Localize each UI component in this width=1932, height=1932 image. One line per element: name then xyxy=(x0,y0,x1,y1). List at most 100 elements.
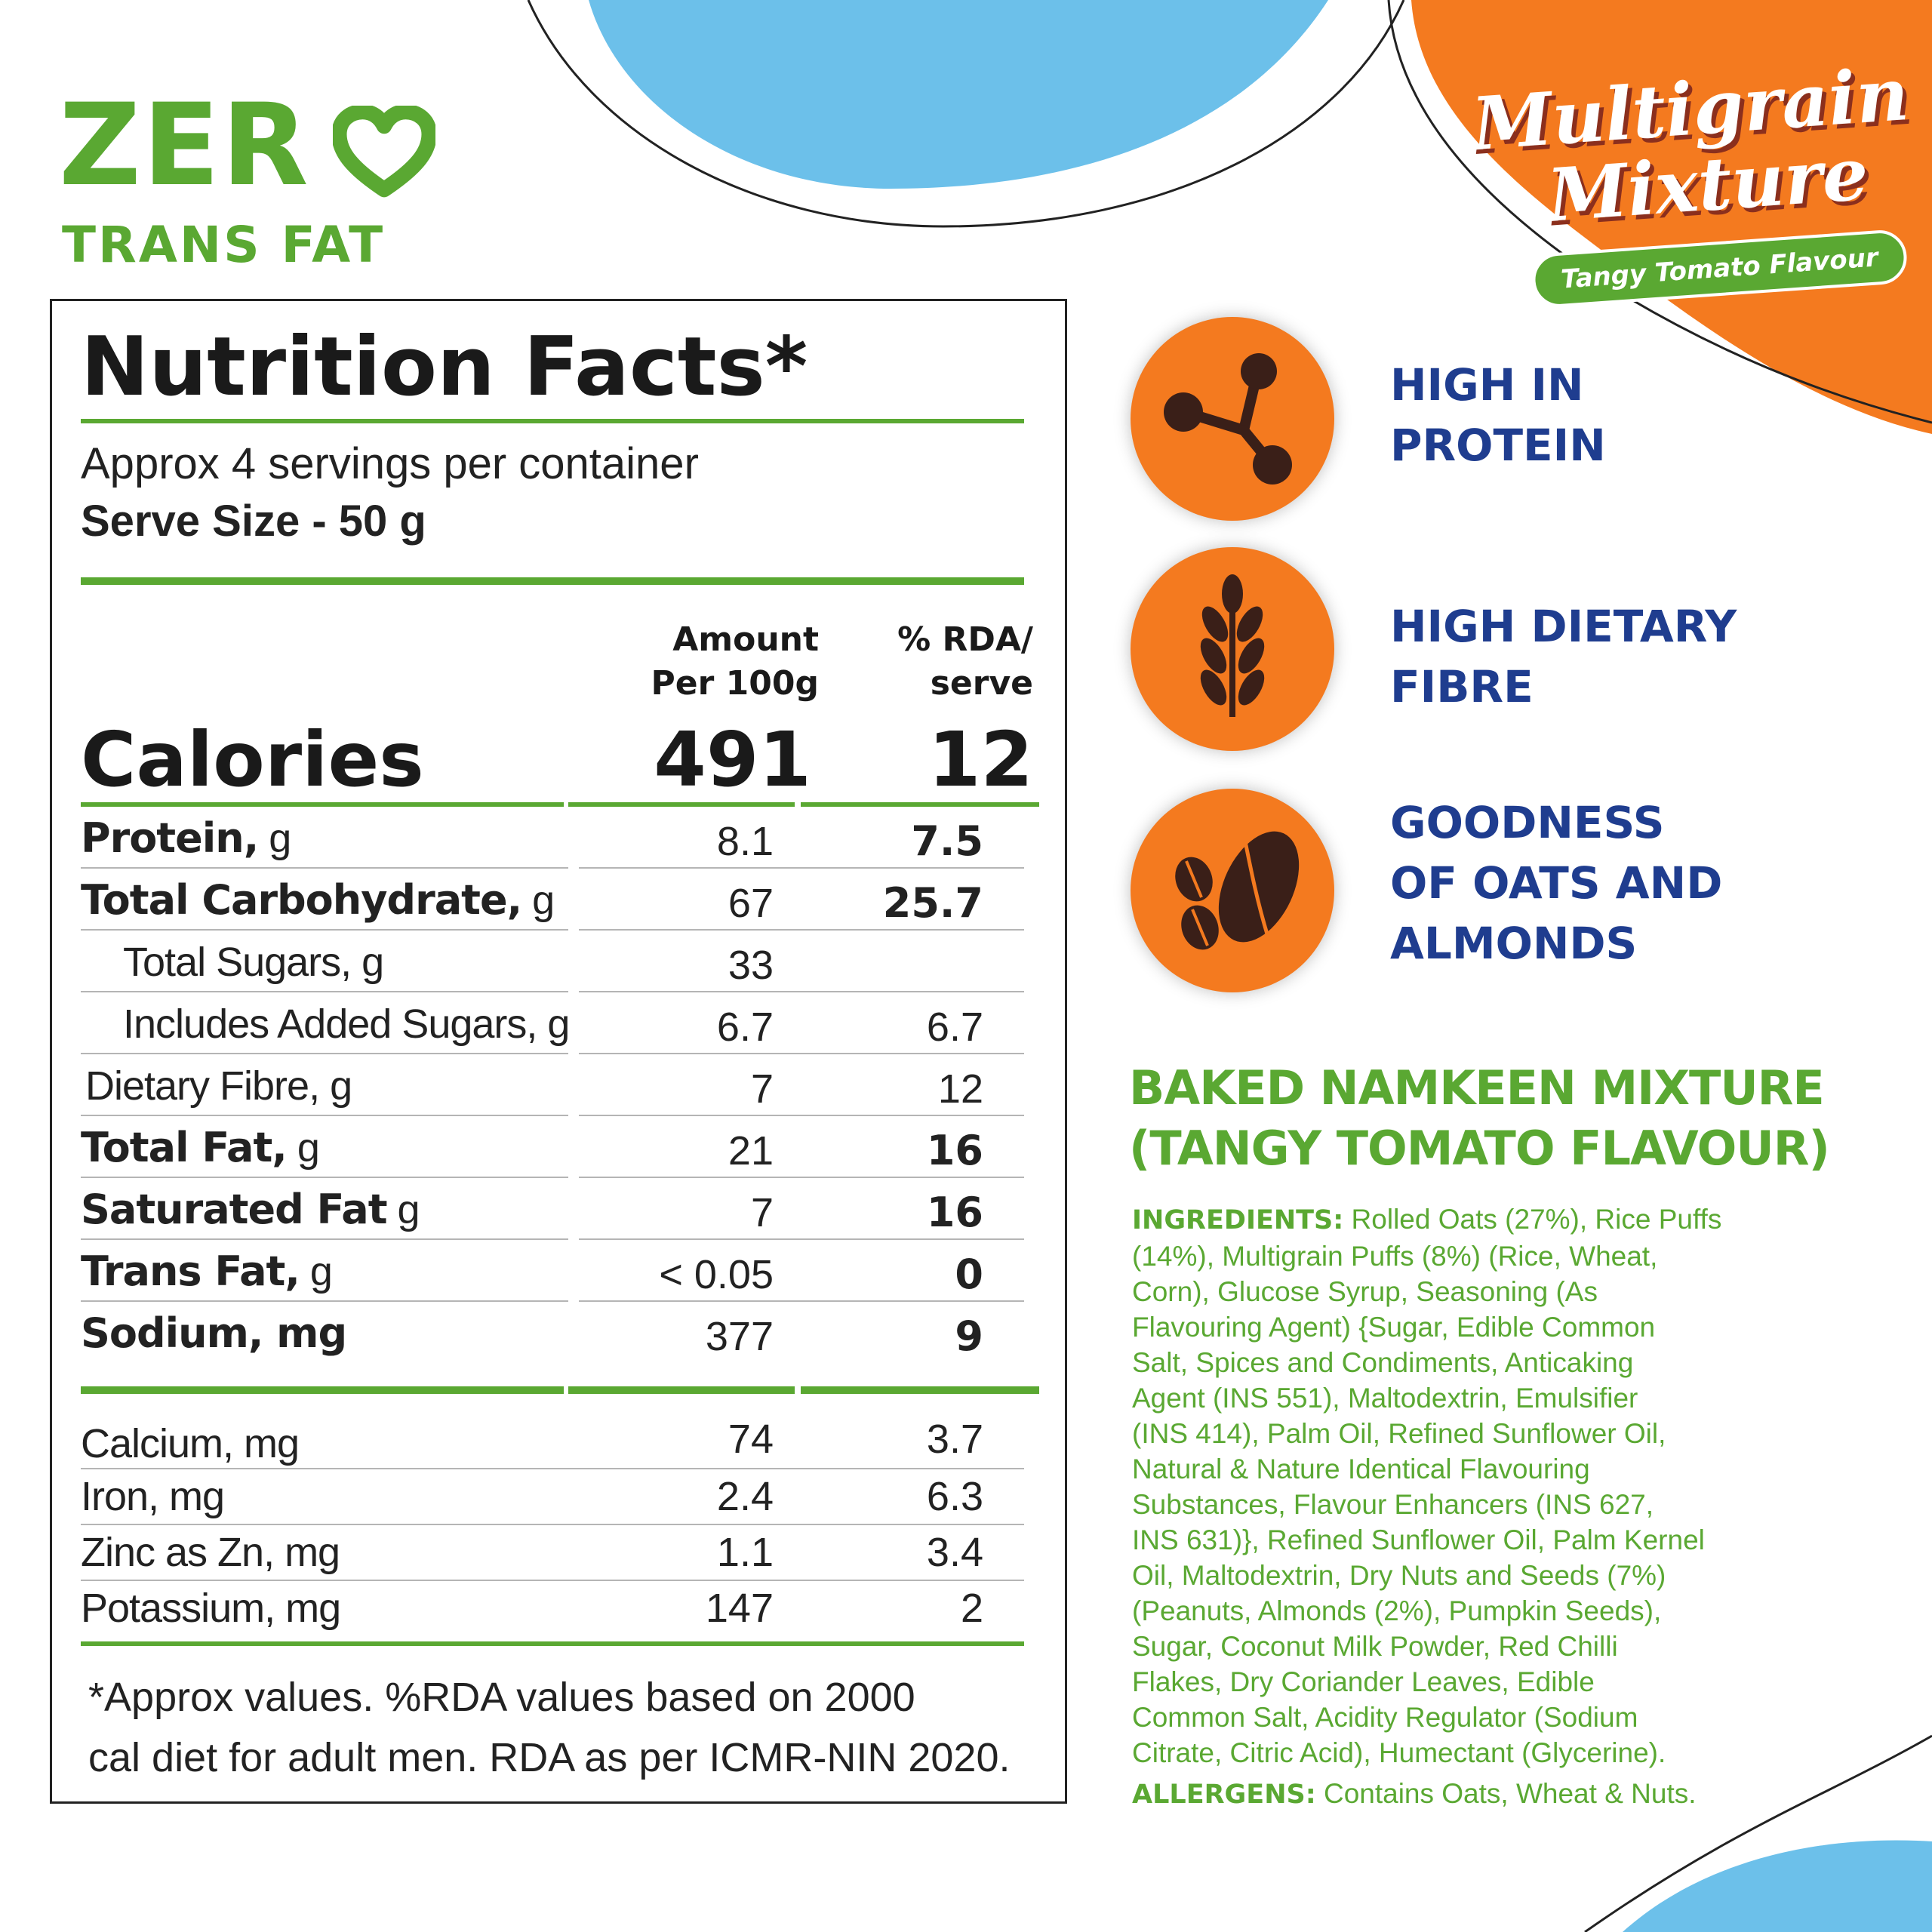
table-row-zinc: Zinc as Zn, mg 1.1 3.4 xyxy=(81,1525,1024,1581)
nutrient-rda: 6.7 xyxy=(926,1004,983,1050)
ingredients-line: (INS 414), Palm Oil, Refined Sunflower O… xyxy=(1132,1418,1666,1449)
ingredients-line: Natural & Nature Identical Flavouring xyxy=(1132,1454,1590,1484)
nutrient-amount: 6.7 xyxy=(716,1004,774,1050)
nutrient-rda: 25.7 xyxy=(882,879,983,927)
mineral-label: Zinc as Zn, mg xyxy=(81,1530,340,1575)
heart-icon xyxy=(333,106,435,198)
mineral-rda: 2 xyxy=(960,1586,983,1631)
table-row-trans-fat: Trans Fat, g < 0.05 0 xyxy=(81,1240,1024,1302)
thin-curve-top xyxy=(527,0,1405,228)
divider xyxy=(801,1386,1039,1394)
nutrient-label: Total Carbohydrate, g xyxy=(81,876,555,924)
table-row-total-fat: Total Fat, g 21 16 xyxy=(81,1116,1024,1178)
mineral-label: Calcium, mg xyxy=(81,1421,300,1466)
divider xyxy=(568,802,795,807)
nutrient-label: Includes Added Sugars, g xyxy=(123,1001,570,1047)
zero-trans-fat-badge: ZER TRANS FAT xyxy=(59,80,435,285)
benefit-line: GOODNESS xyxy=(1390,797,1665,848)
calories-rda: 12 xyxy=(928,715,1033,804)
mineral-rda: 6.3 xyxy=(926,1474,983,1519)
ingredients-line: Agent (INS 551), Maltodextrin, Emulsifie… xyxy=(1132,1383,1638,1414)
nutrient-rda: 7.5 xyxy=(911,817,983,865)
nutrient-label: Protein, g xyxy=(81,814,291,862)
nutrition-facts-panel: Nutrition Facts* Approx 4 servings per c… xyxy=(50,299,1067,1804)
ingredients-line: Sugar, Coconut Milk Powder, Red Chilli xyxy=(1132,1631,1618,1662)
ingredients-line: Salt, Spices and Condiments, Anticaking xyxy=(1132,1347,1634,1378)
divider xyxy=(801,802,1039,807)
mineral-rda: 3.7 xyxy=(926,1417,983,1462)
table-row-potassium: Potassium, mg 147 2 xyxy=(81,1581,1024,1637)
nutrient-label: Trans Fat, g xyxy=(81,1247,333,1295)
nutrient-amount: 8.1 xyxy=(716,819,774,864)
table-row-dietary-fibre: Dietary Fibre, g 7 12 xyxy=(81,1054,1024,1116)
mineral-amount: 1.1 xyxy=(716,1530,774,1575)
mineral-amount: 2.4 xyxy=(716,1474,774,1519)
nutrient-amount: 377 xyxy=(705,1314,774,1359)
molecule-icon xyxy=(1131,317,1334,521)
footnote: *Approx values. %RDA values based on 200… xyxy=(88,1667,1011,1788)
product-name-line1: BAKED NAMKEEN MIXTURE xyxy=(1129,1060,1825,1115)
nutrient-label: Total Sugars, g xyxy=(123,940,384,985)
table-row-total-carbohydrate: Total Carbohydrate, g 67 25.7 xyxy=(81,869,1024,931)
amount-header-line2: Per 100g xyxy=(651,664,819,703)
ingredients-label: INGREDIENTS: xyxy=(1132,1205,1344,1235)
nutrient-rda: 9 xyxy=(955,1312,983,1360)
ingredients-block: INGREDIENTS: Rolled Oats (27%), Rice Puf… xyxy=(1132,1201,1766,1770)
rda-header-line2: serve xyxy=(930,664,1033,703)
ingredients-line: (14%), Multigrain Puffs (8%) (Rice, Whea… xyxy=(1132,1241,1658,1272)
benefit-fibre: HIGH DIETARY FIBRE xyxy=(1390,596,1737,717)
divider xyxy=(81,1386,564,1394)
ingredients-line: Citrate, Citric Acid), Humectant (Glycer… xyxy=(1132,1737,1666,1768)
table-row-protein: Protein, g 8.1 7.5 xyxy=(81,807,1024,869)
divider xyxy=(81,1641,1024,1646)
amount-column-header: Amount Per 100g xyxy=(573,618,819,706)
blue-blob-bottom xyxy=(1623,1840,1932,1932)
benefit-line: ALMONDS xyxy=(1390,918,1638,969)
orange-corner xyxy=(1411,0,1932,434)
nutrient-amount: 21 xyxy=(728,1128,774,1174)
table-row-saturated-fat: Saturated Fat g 7 16 xyxy=(81,1178,1024,1240)
nutrient-label: Dietary Fibre, g xyxy=(85,1063,352,1109)
nutrient-rda: 16 xyxy=(926,1189,983,1236)
mineral-label: Iron, mg xyxy=(81,1474,225,1519)
benefit-line: PROTEIN xyxy=(1390,420,1606,471)
product-name-line2: (TANGY TOMATO FLAVOUR) xyxy=(1129,1121,1830,1176)
ingredients-line: Substances, Flavour Enhancers (INS 627, xyxy=(1132,1489,1654,1520)
ingredients-line: Flakes, Dry Coriander Leaves, Edible xyxy=(1132,1666,1595,1697)
nutrition-title: Nutrition Facts* xyxy=(81,320,808,414)
rda-header-line1: % RDA/ xyxy=(897,620,1033,659)
divider xyxy=(81,802,564,807)
calories-amount: 491 xyxy=(654,715,811,804)
amount-header-line1: Amount xyxy=(672,620,819,659)
footnote-line1: *Approx values. %RDA values based on 200… xyxy=(88,1675,915,1720)
divider xyxy=(81,577,1024,585)
product-name: BAKED NAMKEEN MIXTURE (TANGY TOMATO FLAV… xyxy=(1129,1058,1830,1179)
mineral-amount: 147 xyxy=(705,1586,774,1631)
ingredients-line: Corn), Glucose Syrup, Seasoning (As xyxy=(1132,1276,1598,1307)
ingredients-line: Oil, Maltodextrin, Dry Nuts and Seeds (7… xyxy=(1132,1560,1666,1591)
benefit-oats-almonds: GOODNESS OF OATS AND ALMONDS xyxy=(1390,792,1722,974)
badge-zero-text: ZER xyxy=(59,80,310,211)
divider xyxy=(81,419,1024,423)
nutrient-label: Sodium, mg xyxy=(81,1309,347,1357)
calories-label: Calories xyxy=(81,715,424,804)
allergens-line: ALLERGENS: Contains Oats, Wheat & Nuts. xyxy=(1132,1776,1697,1813)
wheat-icon xyxy=(1131,547,1334,751)
blue-blob-top xyxy=(589,0,1328,189)
nutrient-rda: 16 xyxy=(926,1127,983,1174)
nutrient-amount: 67 xyxy=(728,881,774,926)
serve-size: Serve Size - 50 g xyxy=(81,497,426,546)
benefit-protein: HIGH IN PROTEIN xyxy=(1390,355,1606,475)
rda-column-header: % RDA/ serve xyxy=(829,618,1033,706)
allergens-text: Contains Oats, Wheat & Nuts. xyxy=(1315,1778,1697,1809)
thin-curve-bottom xyxy=(1584,1734,1932,1932)
almond-coffee-bean-icon xyxy=(1131,789,1334,992)
table-row-added-sugars: Includes Added Sugars, g 6.7 6.7 xyxy=(81,992,1024,1054)
benefit-line: HIGH DIETARY xyxy=(1390,601,1737,652)
mineral-label: Potassium, mg xyxy=(81,1586,341,1631)
ingredients-line: INS 631)}, Refined Sunflower Oil, Palm K… xyxy=(1132,1524,1705,1555)
nutrient-label: Total Fat, g xyxy=(81,1124,320,1171)
nutrient-amount: 7 xyxy=(750,1190,774,1235)
benefit-line: OF OATS AND xyxy=(1390,857,1723,909)
nutrient-rda: 0 xyxy=(955,1251,983,1298)
